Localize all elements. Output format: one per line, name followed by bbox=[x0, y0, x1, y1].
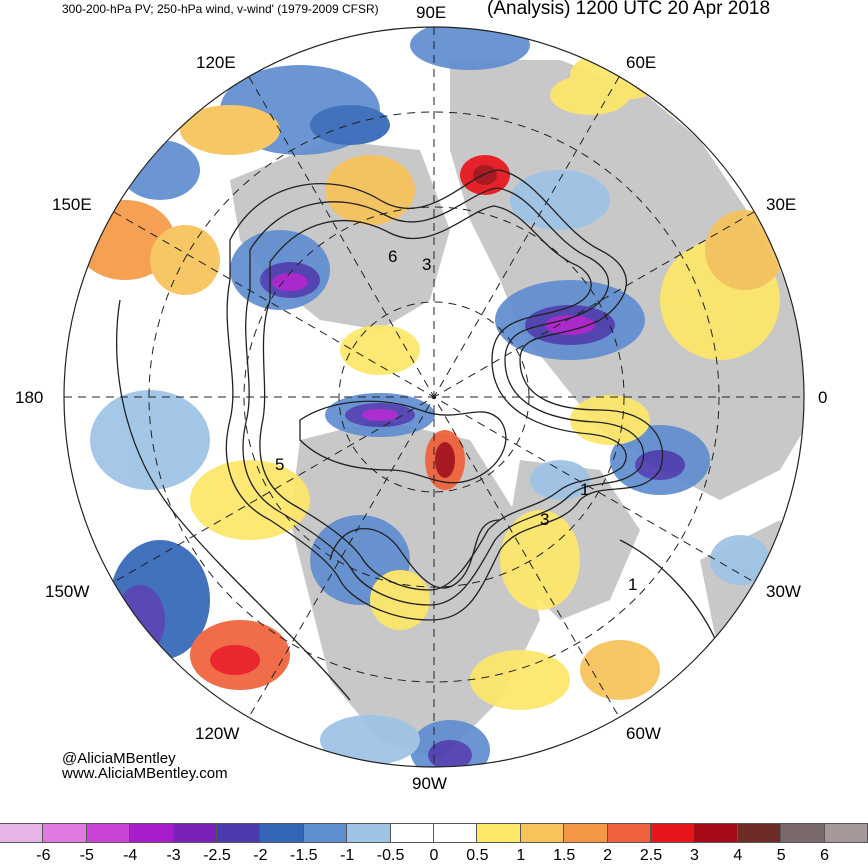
lon-label-90w: 90W bbox=[412, 774, 447, 793]
lon-label-30w: 30W bbox=[766, 582, 801, 601]
author-website: www.AliciaMBentley.com bbox=[62, 765, 228, 782]
graticule bbox=[64, 27, 804, 767]
colorbar-swatch bbox=[130, 823, 174, 843]
contour-label: 1 bbox=[580, 480, 589, 499]
colorbar-swatch bbox=[260, 823, 304, 843]
colorbar-swatch bbox=[564, 823, 608, 843]
colorbar-tick-label: -4 bbox=[123, 847, 138, 864]
map-boundary bbox=[63, 26, 805, 768]
colorbar-tick-label: -2.5 bbox=[203, 847, 231, 864]
colorbar-tick-label: -5 bbox=[79, 847, 94, 864]
colorbar-tick-label: 3 bbox=[689, 847, 699, 864]
colorbar-tick-label: 2.5 bbox=[639, 847, 663, 864]
analysis-time-title: (Analysis) 1200 UTC 20 Apr 2018 bbox=[487, 0, 771, 19]
polar-map: 3 6 5 1 3 1 90E 60E 30E 0 30W 60W 90W 12… bbox=[15, 3, 827, 793]
colorbar-swatch bbox=[520, 823, 565, 843]
lon-label-0: 0 bbox=[818, 388, 827, 407]
colorbar-tick-label: 0.5 bbox=[466, 847, 489, 864]
colorbar-tick-label: 2 bbox=[603, 847, 613, 864]
colorbar-tick-label: 6 bbox=[820, 847, 830, 864]
colorbar-tick-label: 5 bbox=[776, 847, 786, 864]
colorbar-swatch bbox=[607, 823, 651, 843]
contour-label: 5 bbox=[275, 455, 284, 474]
colorbar-swatch bbox=[434, 823, 478, 843]
contour-label: 3 bbox=[422, 255, 431, 274]
author-handle: @AliciaMBentley bbox=[62, 750, 176, 767]
contour-label: 6 bbox=[388, 247, 397, 266]
colorbar-tick-label: -3 bbox=[166, 847, 181, 864]
colorbar-swatch bbox=[390, 823, 434, 843]
map-subtitle: 300-200-hPa PV; 250-hPa wind, v-wind' (1… bbox=[62, 2, 379, 16]
pv-contours bbox=[116, 169, 721, 701]
colorbar-tick-label: -1.5 bbox=[290, 847, 318, 864]
lon-label-30e: 30E bbox=[766, 195, 796, 214]
lon-label-60w: 60W bbox=[626, 724, 661, 743]
lon-label-120w: 120W bbox=[195, 724, 239, 743]
colorbar-tick-label: 1 bbox=[516, 847, 526, 864]
contour-label: 3 bbox=[540, 510, 549, 529]
lon-label-120e: 120E bbox=[196, 53, 236, 72]
colorbar-swatch bbox=[824, 823, 868, 843]
lon-label-90e: 90E bbox=[416, 3, 446, 22]
colorbar-swatch bbox=[0, 823, 44, 843]
colorbar-swatch bbox=[781, 823, 825, 843]
colorbar-swatch bbox=[651, 823, 695, 843]
colorbar-swatch bbox=[477, 823, 521, 843]
contour-label: 1 bbox=[628, 575, 637, 594]
map-disc bbox=[64, 27, 804, 767]
colorbar-tick-label: -6 bbox=[36, 847, 51, 864]
colorbar-swatch bbox=[694, 823, 738, 843]
colorbar-swatch bbox=[303, 823, 348, 843]
colorbar-tick-label: -1 bbox=[340, 847, 355, 864]
lon-label-60e: 60E bbox=[626, 53, 656, 72]
colorbar-tick-label: 4 bbox=[733, 847, 743, 864]
colorbar-tick-label: -2 bbox=[253, 847, 268, 864]
colorbar: -6 -5 -4 -3 -2.5 -2 -1.5 -1 -0.5 0 0.5 1 1.5 2 2.5 3 4 5 6 bbox=[0, 823, 868, 865]
colorbar-swatch bbox=[737, 823, 782, 843]
colorbar-tick-label: -0.5 bbox=[376, 847, 405, 864]
colorbar-swatch bbox=[173, 823, 217, 843]
colorbar-swatch bbox=[347, 823, 391, 843]
land-eurasia bbox=[450, 60, 804, 500]
lon-label-180: 180 bbox=[15, 388, 43, 407]
colorbar-swatch bbox=[217, 823, 261, 843]
lon-label-150e: 150E bbox=[52, 195, 92, 214]
colorbar-tick-label: 1.5 bbox=[553, 847, 576, 864]
colorbar-swatch bbox=[86, 823, 131, 843]
lon-label-150w: 150W bbox=[45, 582, 89, 601]
colorbar-swatch bbox=[43, 823, 87, 843]
colorbar-tick-label: 0 bbox=[429, 847, 439, 864]
